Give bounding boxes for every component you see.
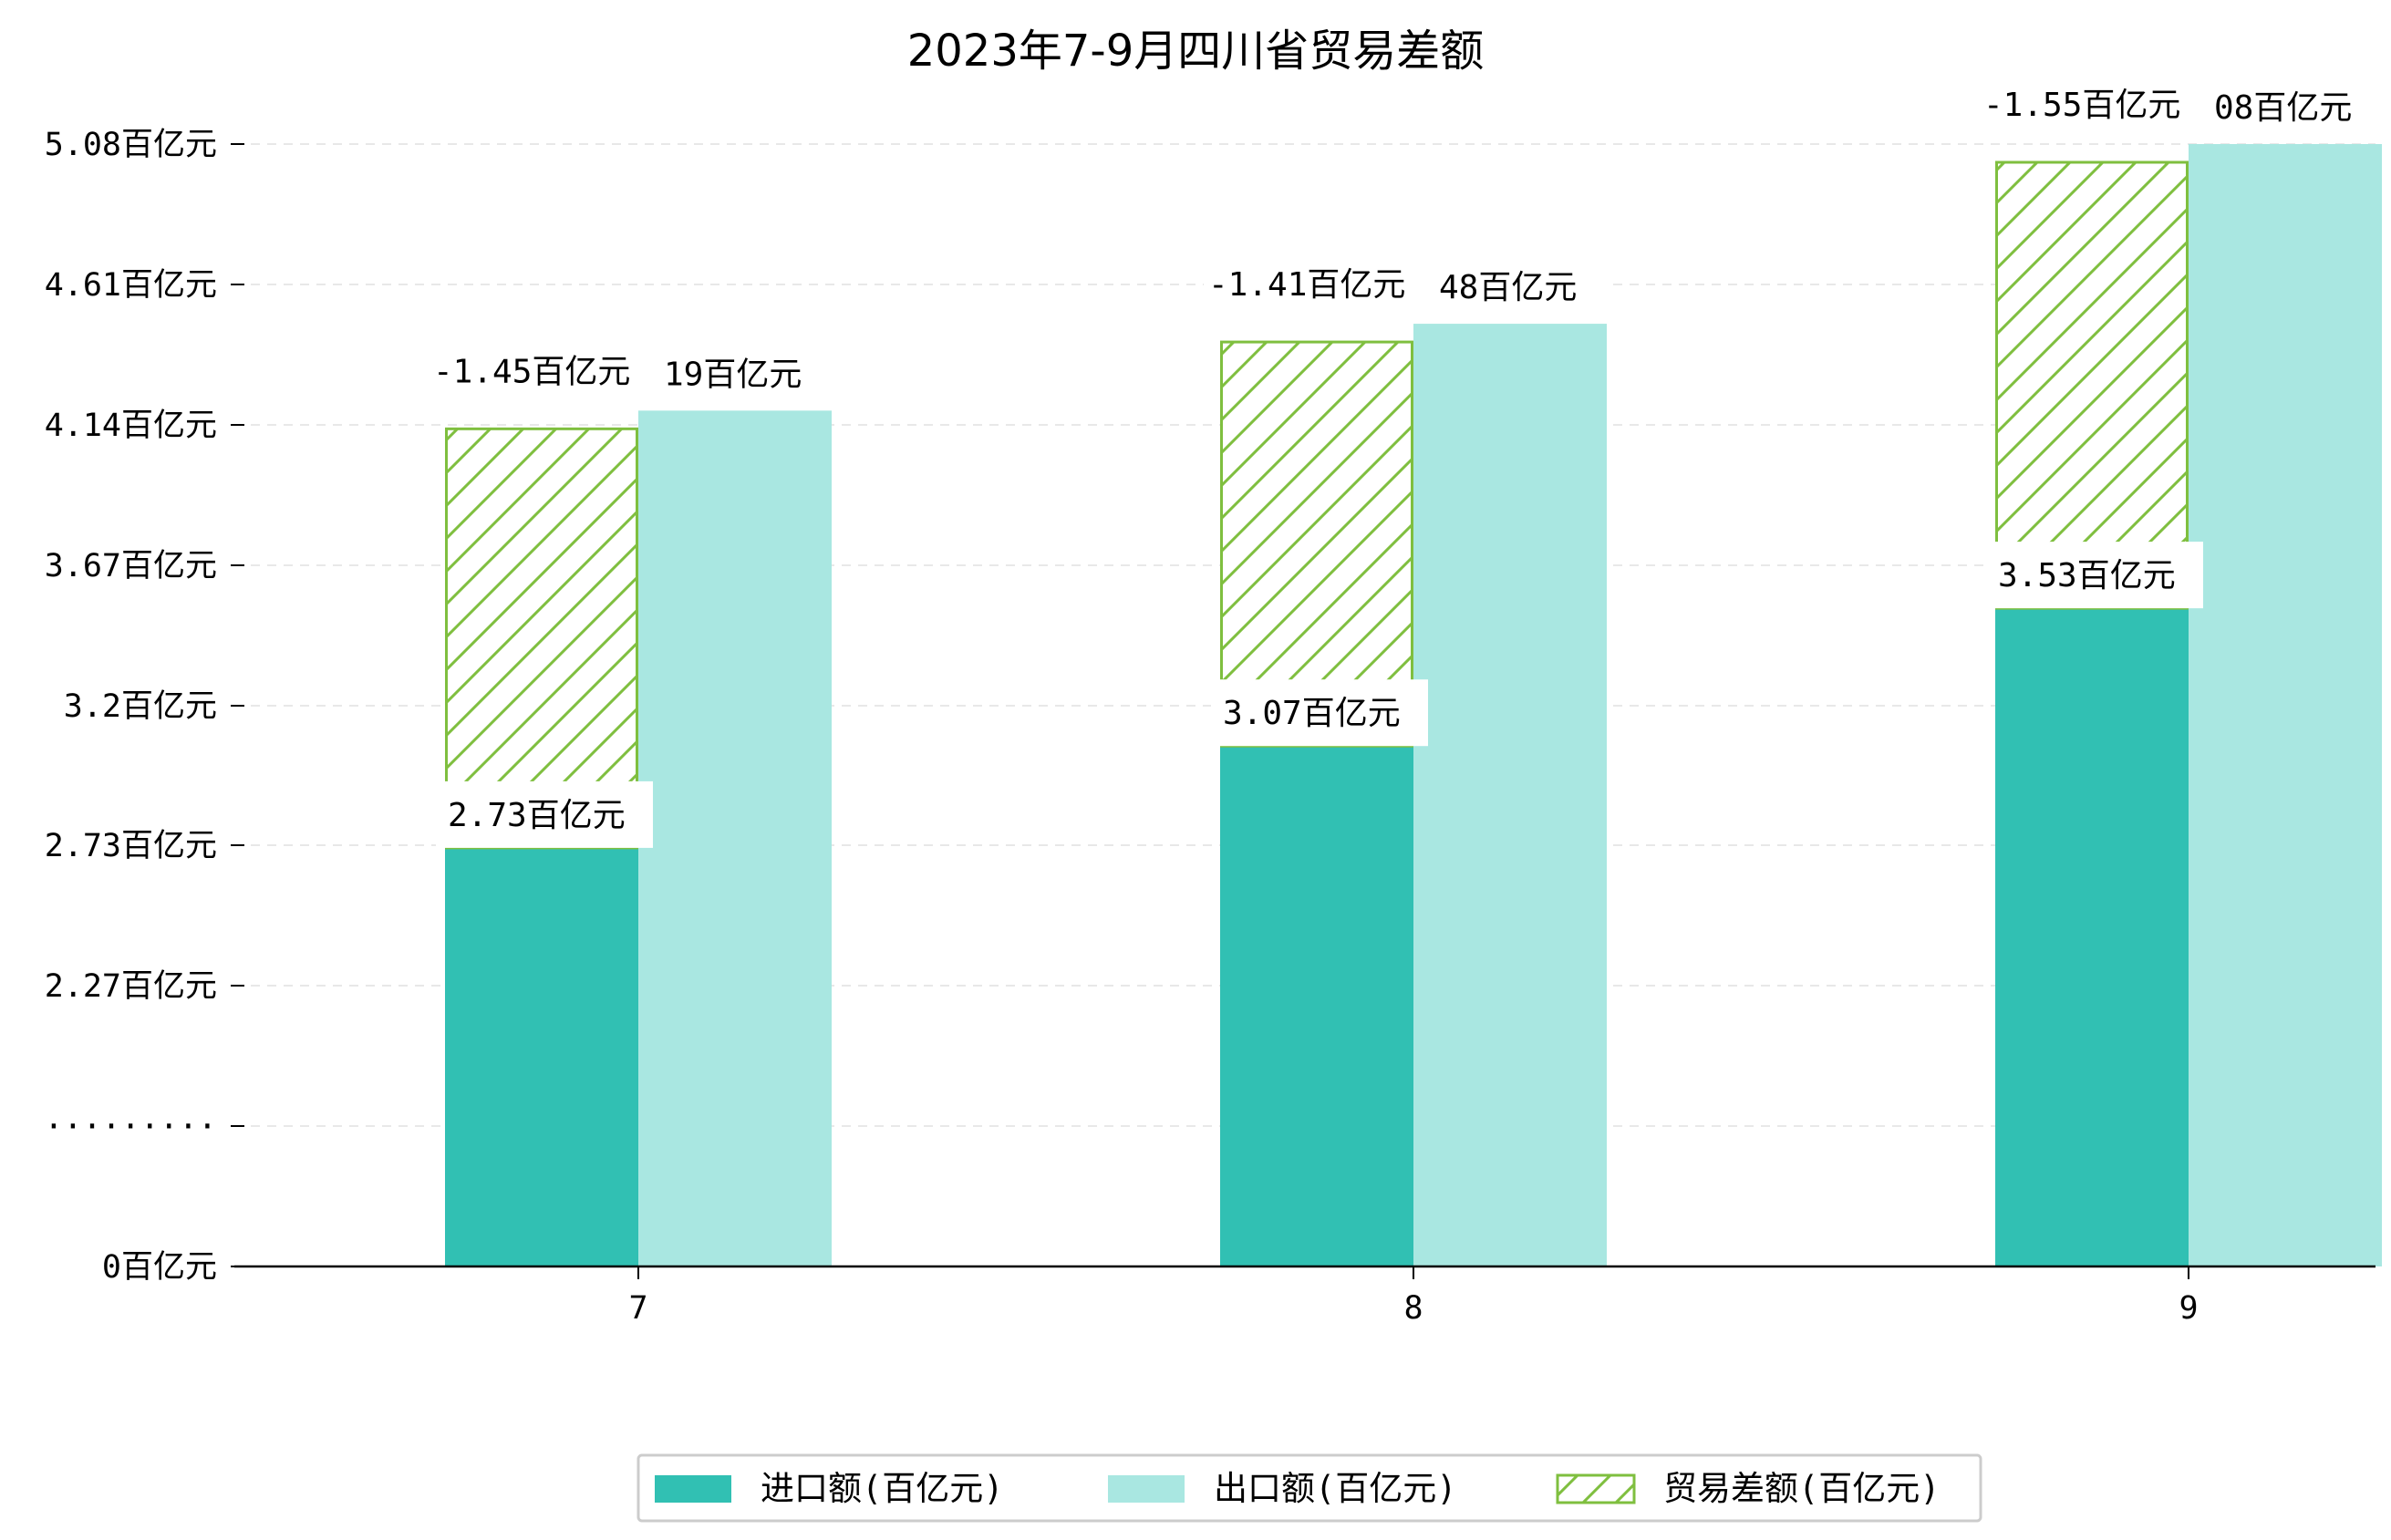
export-value-label: 19百亿元	[664, 356, 802, 393]
y-tick-label: 5.08百亿元	[45, 127, 217, 163]
chart-title: 2023年7-9月四川省贸易差额	[907, 26, 1485, 77]
x-tick-label: 8	[1403, 1290, 1423, 1327]
data-labels: 2.73百亿元 -1.45百亿元 19百亿元 3.07百亿元 -1.41百亿元 48百亿元…	[429, 77, 2382, 848]
data-label-box	[655, 348, 832, 406]
import-value-label: 3.53百亿元	[1998, 557, 2176, 594]
balance-value-label: -1.55百亿元	[1983, 87, 2180, 124]
data-label-box	[429, 343, 657, 400]
data-label-box	[2205, 82, 2382, 139]
import-bar	[445, 847, 638, 1266]
balance-value-label: -1.41百亿元	[1208, 266, 1405, 304]
data-label-box	[1979, 77, 2207, 133]
import-bar	[1220, 746, 1413, 1266]
data-label-box	[1986, 542, 2203, 609]
legend-balance-label: 贸易差额(百亿元)	[1663, 1469, 1941, 1508]
legend[interactable]: 进口额(百亿元) 出口额(百亿元) 贸易差额(百亿元)	[637, 1453, 1982, 1523]
export-bar	[2189, 144, 2382, 1266]
balance-bar	[1995, 160, 2189, 610]
import-bar	[1995, 608, 2189, 1266]
y-tick-label: 2.27百亿元	[45, 968, 217, 1005]
y-tick-label: 3.2百亿元	[64, 688, 217, 725]
x-tick-label: 7	[628, 1290, 647, 1327]
balance-bar	[1220, 340, 1413, 748]
data-label-box	[1204, 256, 1432, 314]
data-label-box	[1430, 262, 1607, 319]
y-tick-label: 0百亿元	[102, 1249, 217, 1286]
export-value-label: 08百亿元	[2214, 89, 2352, 127]
data-label-box	[436, 780, 653, 848]
y-tick-label: 4.61百亿元	[45, 267, 217, 304]
bars	[445, 144, 2382, 1267]
legend-balance-swatch	[1556, 1473, 1636, 1504]
legend-export-label: 出口额(百亿元)	[1214, 1469, 1457, 1508]
import-value-label: 2.73百亿元	[448, 797, 626, 834]
y-tick-label: 4.14百亿元	[45, 408, 217, 444]
export-bar	[638, 410, 832, 1266]
legend-box	[637, 1453, 1982, 1523]
import-value-label: 3.07百亿元	[1223, 695, 1401, 732]
x-tick-label: 9	[2179, 1290, 2198, 1327]
export-value-label: 48百亿元	[1439, 269, 1577, 306]
y-tick-label: ·········	[44, 1109, 217, 1145]
data-label-box	[1211, 679, 1428, 747]
y-tick-label: 3.67百亿元	[45, 548, 217, 584]
export-bar	[1413, 324, 1607, 1267]
balance-value-label: -1.45百亿元	[433, 353, 630, 390]
legend-import-label: 进口额(百亿元)	[761, 1469, 1004, 1508]
legend-import-swatch	[655, 1475, 731, 1503]
axes: 0百亿元 ········· 2.27百亿元 2.73百亿元 3.2百亿元 3.67百亿元…	[44, 127, 2375, 1327]
balance-bar	[445, 427, 638, 850]
legend-export-swatch	[1108, 1475, 1185, 1503]
y-tick-label: 2.73百亿元	[45, 828, 217, 864]
